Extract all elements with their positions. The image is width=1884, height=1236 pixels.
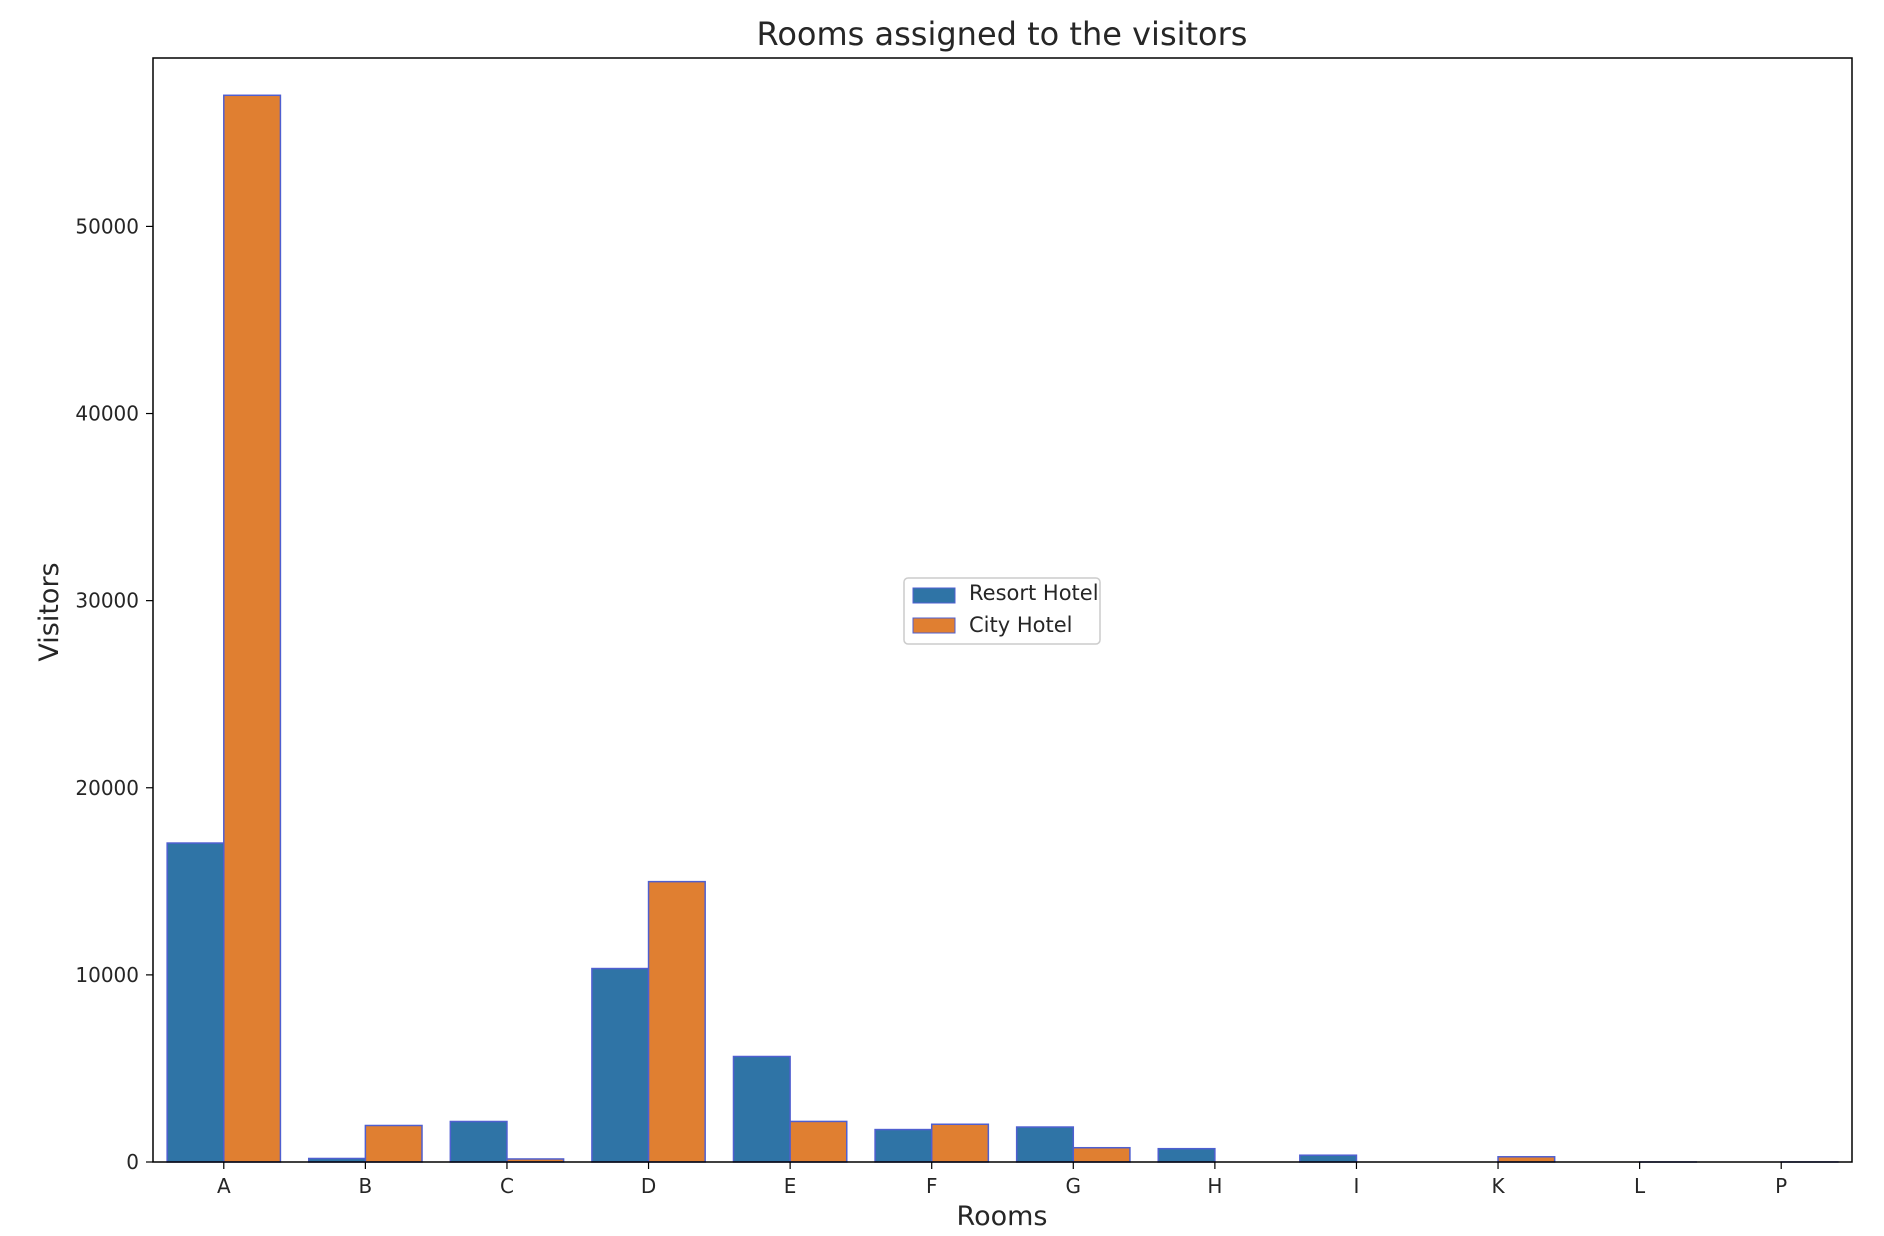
x-tick-label-a: A — [217, 1174, 231, 1198]
bar-city-hotel-e — [790, 1121, 847, 1162]
y-tick-label-50000: 50000 — [75, 214, 139, 238]
y-tick-label-10000: 10000 — [75, 963, 139, 987]
bar-city-hotel-a — [224, 95, 281, 1162]
bar-resort-hotel-e — [733, 1057, 790, 1163]
x-tick-label-c: C — [500, 1174, 514, 1198]
y-tick-label-0: 0 — [126, 1150, 139, 1174]
legend-swatch-city-hotel — [913, 618, 955, 633]
x-tick-label-h: H — [1207, 1174, 1222, 1198]
x-tick-label-i: I — [1354, 1174, 1360, 1198]
y-tick-label-40000: 40000 — [75, 402, 139, 426]
chart-title: Rooms assigned to the visitors — [757, 15, 1248, 53]
bar-resort-hotel-d — [592, 969, 649, 1162]
legend: Resort Hotel City Hotel — [904, 578, 1100, 644]
x-tick-label-l: L — [1634, 1174, 1646, 1198]
bar-resort-hotel-h — [1158, 1149, 1215, 1162]
bar-city-hotel-d — [649, 882, 706, 1162]
bar-resort-hotel-i — [1300, 1155, 1357, 1162]
legend-swatch-resort-hotel — [913, 588, 955, 603]
bar-city-hotel-f — [932, 1124, 989, 1162]
y-tick-label-30000: 30000 — [75, 589, 139, 613]
x-tick-label-k: K — [1491, 1174, 1505, 1198]
x-tick-label-d: D — [641, 1174, 656, 1198]
x-tick-label-g: G — [1066, 1174, 1082, 1198]
x-tick-label-e: E — [784, 1174, 797, 1198]
bar-resort-hotel-c — [450, 1121, 507, 1162]
bar-resort-hotel-g — [1017, 1127, 1074, 1162]
bar-city-hotel-g — [1073, 1148, 1130, 1162]
bar-city-hotel-b — [365, 1125, 422, 1162]
bar-resort-hotel-a — [167, 843, 224, 1162]
bar-resort-hotel-f — [875, 1130, 932, 1162]
x-tick-label-b: B — [359, 1174, 373, 1198]
y-axis-label: Visitors — [34, 562, 65, 661]
x-tick-label-f: F — [926, 1174, 938, 1198]
x-tick-label-p: P — [1775, 1174, 1787, 1198]
bar-city-hotel-k — [1498, 1157, 1555, 1162]
x-axis-label: Rooms — [957, 1201, 1048, 1232]
legend-label-city-hotel: City Hotel — [969, 613, 1072, 637]
legend-label-resort-hotel: Resort Hotel — [969, 581, 1099, 605]
y-tick-label-20000: 20000 — [75, 776, 139, 800]
